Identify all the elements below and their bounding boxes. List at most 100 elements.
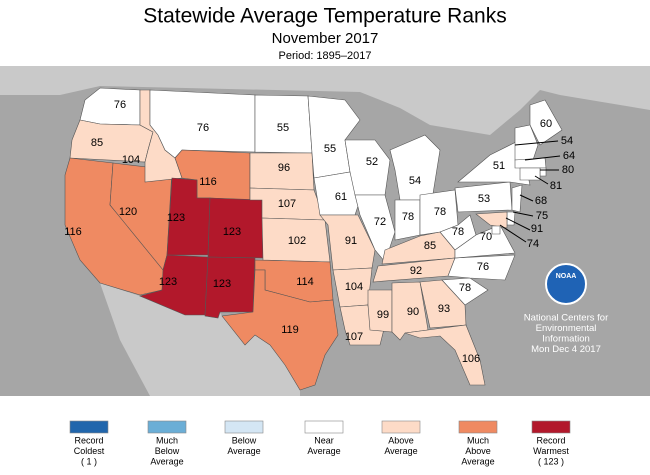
state-rank: 78: [434, 206, 446, 218]
state-rank: 76: [477, 261, 489, 273]
legend-label: ( 123 ): [538, 456, 564, 466]
state-rank: 91: [531, 223, 543, 235]
state: [511, 184, 523, 213]
state-rank: 123: [159, 276, 177, 288]
state-rank: 119: [281, 324, 299, 336]
state-rank: 60: [540, 118, 552, 130]
state: [221, 269, 339, 391]
state-rank: 116: [64, 226, 82, 238]
legend-label: Much: [467, 435, 489, 445]
state-rank: 85: [424, 240, 436, 252]
state-rank: 74: [527, 238, 539, 250]
state-rank: 78: [452, 226, 464, 238]
state-rank: 78: [402, 211, 414, 223]
legend-swatch: [224, 420, 264, 434]
legend-label: Warmest: [533, 446, 569, 456]
state-rank: 114: [296, 276, 314, 288]
callout-line: [505, 217, 531, 231]
credit: National Centers forEnvironmentalInforma…: [524, 313, 608, 356]
state-rank: 76: [197, 122, 209, 134]
subtitle: November 2017: [272, 30, 379, 47]
state-rank: 61: [335, 191, 347, 203]
state-rank: 107: [278, 198, 296, 210]
period: Period: 1895–2017: [279, 50, 372, 62]
state: [539, 167, 547, 177]
legend-label: Above: [465, 446, 491, 456]
callout-line: [512, 211, 534, 217]
state-rank: 90: [407, 306, 419, 318]
callout-line: [519, 194, 534, 202]
state: [419, 279, 467, 329]
legend-label: Below: [155, 446, 180, 456]
legend-swatch: [304, 420, 344, 434]
state-rank: 123: [223, 226, 241, 238]
state-rank: 107: [345, 331, 363, 343]
state: [391, 281, 429, 341]
state: [491, 225, 501, 235]
state-rank: 92: [410, 265, 422, 277]
legend-label: Average: [150, 456, 183, 466]
credit-line: National Centers for: [524, 313, 608, 324]
callout-lines: [499, 140, 561, 243]
legend-label: Average: [461, 456, 494, 466]
state-rank: 64: [563, 150, 575, 162]
state: [475, 211, 508, 229]
legend-label: Below: [232, 435, 257, 445]
canada: [0, 66, 650, 135]
state-rank: 106: [462, 353, 480, 365]
state-rank: 72: [374, 216, 386, 228]
legend-label: Coldest: [74, 446, 105, 456]
callout-line: [514, 140, 559, 146]
state-rank: 91: [345, 235, 357, 247]
legend-label: Average: [307, 446, 340, 456]
state-rank: 55: [324, 143, 336, 155]
state: [69, 119, 154, 163]
logo: [545, 263, 587, 305]
state-rank: 55: [277, 122, 289, 134]
state-rank: 54: [409, 175, 421, 187]
state-rank: 54: [561, 135, 573, 147]
state-rank: 123: [167, 212, 185, 224]
legend-swatch: [458, 420, 498, 434]
state: [367, 289, 393, 333]
state-rank: 123: [213, 278, 231, 290]
credit-date: Mon Dec 4 2017: [531, 344, 601, 355]
state-rank: 52: [366, 156, 378, 168]
legend-swatch: [531, 420, 571, 434]
state-rank: 85: [91, 137, 103, 149]
state-rank: 81: [550, 180, 562, 192]
state-rank: 120: [119, 206, 137, 218]
state-rank: 78: [459, 282, 471, 294]
credit-line: Environmental: [536, 323, 597, 334]
legend-label: Record: [74, 435, 103, 445]
legend-swatch: [147, 420, 187, 434]
callout-line: [499, 224, 527, 243]
state-rank: 116: [199, 176, 217, 188]
logo-text: NOAA: [556, 273, 577, 280]
state-rank: 76: [114, 99, 126, 111]
callout-line: [534, 175, 549, 185]
state-labels: 76 85 116 120 104 76 116 123 123 123 123 55 96 107 102…: [64, 99, 575, 365]
state: [313, 171, 361, 216]
state-rank: 99: [377, 309, 389, 321]
state-rank: 104: [345, 281, 363, 293]
state: [441, 277, 489, 306]
states: [64, 87, 563, 391]
title: Statewide Average Temperature Ranks: [143, 5, 506, 28]
state: [447, 254, 516, 281]
state-rank: 75: [536, 210, 548, 222]
state-rank: 96: [278, 162, 290, 174]
legend-label: Above: [388, 435, 414, 445]
legend-label: Average: [384, 446, 417, 456]
legend-label: Much: [156, 435, 178, 445]
state-rank: 104: [122, 154, 140, 166]
state: [519, 167, 541, 181]
state-rank: 68: [535, 195, 547, 207]
state: [506, 211, 516, 226]
legend-label: Average: [227, 446, 260, 456]
state-rank: 93: [438, 303, 450, 315]
legend-swatch: [69, 420, 109, 434]
state-rank: 70: [480, 231, 492, 243]
